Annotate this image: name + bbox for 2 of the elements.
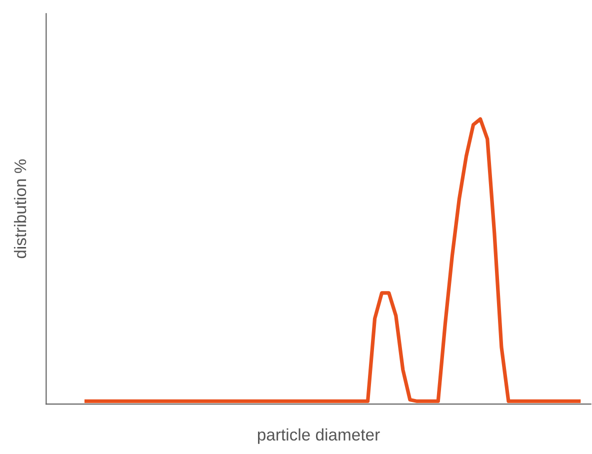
x-axis-title: particle diameter	[258, 428, 380, 444]
y-axis-title: distribution %	[14, 159, 26, 258]
